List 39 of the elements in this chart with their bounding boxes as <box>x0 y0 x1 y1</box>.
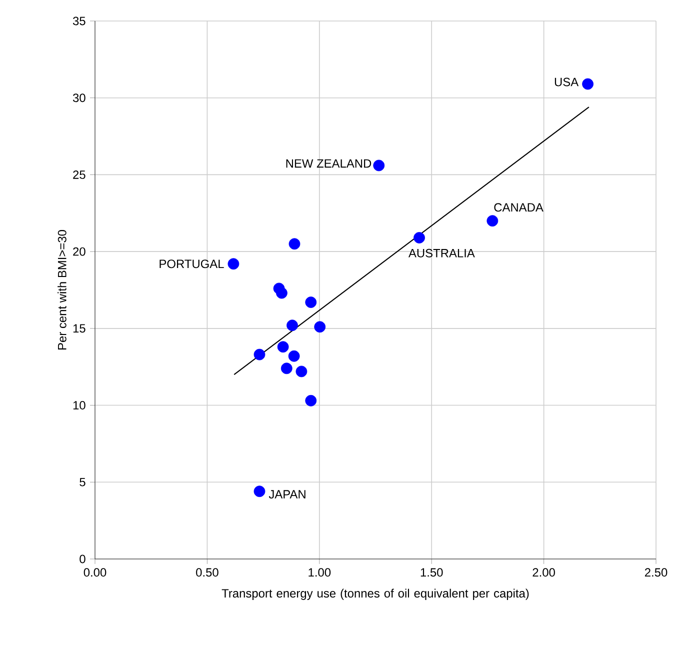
point <box>254 348 266 360</box>
point <box>582 78 594 90</box>
x-tick-label: 2.50 <box>644 568 668 577</box>
annotation: JAPAN <box>268 490 306 499</box>
x-tick-label: 1.00 <box>308 568 331 577</box>
point <box>254 486 266 498</box>
y-tick-label: 0 <box>80 554 86 564</box>
point <box>486 215 498 227</box>
point <box>296 366 308 378</box>
y-tick-label: 15 <box>73 324 86 333</box>
y-tick-label: 10 <box>73 401 86 410</box>
y-axis-title: Per cent with BMI>=30 <box>58 230 66 350</box>
y-tick-label: 35 <box>72 16 86 26</box>
annotation: PORTUGAL <box>160 260 224 268</box>
x-axis-title: Transport energy use (tonnes of oil equivalent per capita) <box>222 588 529 600</box>
y-tick-label: 20 <box>73 247 86 256</box>
point <box>305 296 317 308</box>
point <box>286 320 298 332</box>
point <box>314 321 326 333</box>
point <box>305 394 317 406</box>
annotation: AUSTRALIA <box>408 248 475 258</box>
annotation: CANADA <box>494 203 544 212</box>
y-tick-label: 5 <box>80 478 86 486</box>
point <box>276 287 288 299</box>
annotation: USA <box>554 78 579 86</box>
y-tick-label: 25 <box>73 170 86 179</box>
y-tick-label: 30 <box>72 94 86 102</box>
x-tick-label: 0.50 <box>196 568 218 577</box>
point <box>373 160 385 172</box>
point <box>280 362 292 374</box>
x-tick-label: 1.50 <box>420 568 443 577</box>
point <box>414 232 425 244</box>
x-tick-label: 2.00 <box>532 568 555 577</box>
point <box>288 238 300 250</box>
x-tick-label: 0.00 <box>84 568 106 577</box>
point <box>228 258 240 270</box>
point <box>277 341 289 353</box>
annotation: NEW ZEALAND <box>286 159 372 168</box>
point <box>288 350 300 362</box>
